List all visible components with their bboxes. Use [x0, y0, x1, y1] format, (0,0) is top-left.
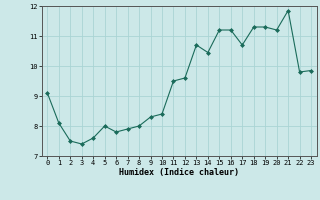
X-axis label: Humidex (Indice chaleur): Humidex (Indice chaleur) — [119, 168, 239, 177]
